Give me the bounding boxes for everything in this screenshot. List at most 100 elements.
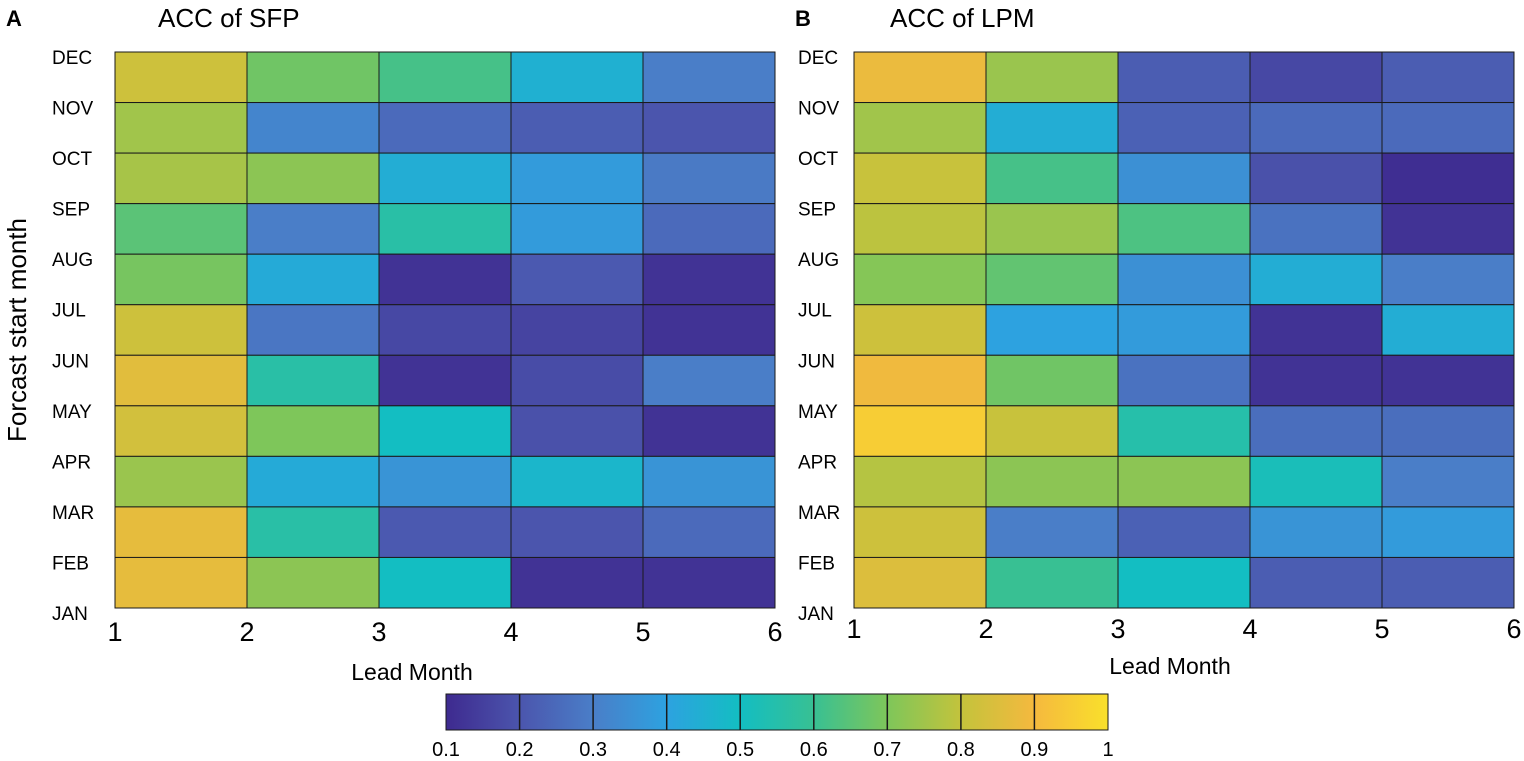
heatmap-cell-b-aug-4 — [1249, 253, 1383, 306]
heatmap-cell-a-dec-4 — [510, 51, 644, 104]
x-tick-b-5: 5 — [1374, 614, 1389, 644]
heatmap-cell-b-jul-4 — [1249, 304, 1383, 356]
heatmap-cell-b-aug-2 — [985, 253, 1119, 306]
y-tick-b-jul: JUL — [798, 301, 832, 322]
x-axis-label-b: Lead Month — [1109, 653, 1230, 679]
heatmap-cell-b-oct-2 — [985, 152, 1119, 205]
y-tick-a-jun: JUN — [52, 351, 89, 372]
heatmap-cell-b-jun-4 — [1249, 354, 1383, 407]
colorbar-tick-0.6: 0.6 — [800, 739, 828, 761]
y-tick-b-mar: MAR — [798, 503, 840, 524]
heatmap-cell-a-mar-3 — [378, 506, 512, 558]
heatmap-cell-b-jul-3 — [1117, 304, 1251, 356]
y-tick-b-jan: JAN — [798, 604, 834, 625]
y-tick-b-oct: OCT — [798, 149, 839, 170]
heatmap-cell-a-feb-1 — [114, 556, 248, 609]
colorbar-gradient — [445, 693, 1109, 731]
panel-title-a: ACC of SFP — [158, 3, 300, 33]
y-tick-a-jan: JAN — [52, 604, 88, 625]
heatmap-cell-b-aug-3 — [1117, 253, 1251, 306]
y-tick-b-aug: AUG — [798, 250, 839, 271]
heatmap-cell-a-sep-1 — [114, 203, 248, 255]
panel-title-b: ACC of LPM — [890, 3, 1035, 33]
heatmap-cell-a-mar-5 — [642, 506, 776, 558]
heatmap-cell-a-mar-1 — [114, 506, 248, 558]
heatmap-cell-a-jul-5 — [642, 304, 776, 356]
heatmap-cell-a-dec-5 — [642, 51, 776, 104]
colorbar-tick-0.8: 0.8 — [947, 739, 975, 761]
heatmap-cell-a-jul-2 — [246, 304, 380, 356]
colorbar-tick-0.3: 0.3 — [579, 739, 607, 761]
heatmap-cell-b-mar-5 — [1381, 506, 1515, 558]
heatmap-cell-a-jun-2 — [246, 354, 380, 407]
x-tick-b-6: 6 — [1506, 614, 1521, 644]
heatmap-cell-a-jun-4 — [510, 354, 644, 407]
heatmap-cell-a-nov-3 — [378, 102, 512, 154]
y-tick-a-apr: APR — [52, 452, 91, 473]
heatmap-cell-b-mar-3 — [1117, 506, 1251, 558]
y-tick-b-may: MAY — [798, 402, 838, 423]
heatmap-cell-b-sep-4 — [1249, 203, 1383, 255]
y-tick-a-sep: SEP — [52, 200, 90, 221]
heatmap-cell-b-oct-1 — [853, 152, 987, 205]
heatmap-cell-a-may-5 — [642, 405, 776, 457]
heatmap-cell-b-oct-4 — [1249, 152, 1383, 205]
heatmap-cell-b-sep-3 — [1117, 203, 1251, 255]
plot-frame-b — [853, 51, 1515, 609]
heatmap-cell-a-jun-5 — [642, 354, 776, 407]
x-tick-a-6: 6 — [767, 617, 782, 647]
colorbar-tick-0.2: 0.2 — [506, 739, 534, 761]
x-tick-a-2: 2 — [239, 617, 254, 647]
heatmap-cell-b-dec-3 — [1117, 51, 1251, 104]
heatmap-cell-b-may-1 — [853, 405, 987, 457]
colorbar-tick-0.7: 0.7 — [873, 739, 901, 761]
x-tick-a-4: 4 — [503, 617, 518, 647]
y-axis-label: Forcast start month — [2, 218, 32, 442]
heatmap-cell-b-apr-1 — [853, 455, 987, 508]
heatmap-panel-a: DEC NOV OCT SEP AUG JUL JUN MAY APR MAR FEB JAN 1 2 3 4… — [52, 48, 783, 647]
colorbar-tick-1: 1 — [1102, 739, 1113, 761]
heatmap-cell-a-jun-1 — [114, 354, 248, 407]
heatmap-cell-a-apr-1 — [114, 455, 248, 508]
heatmap-cell-a-sep-4 — [510, 203, 644, 255]
heatmap-cell-b-dec-5 — [1381, 51, 1515, 104]
heatmap-cell-b-jun-3 — [1117, 354, 1251, 407]
heatmap-cell-a-jun-3 — [378, 354, 512, 407]
heatmap-cell-b-aug-5 — [1381, 253, 1515, 306]
panel-label-b: B — [795, 6, 811, 31]
x-tick-b-1: 1 — [846, 614, 861, 644]
heatmap-cell-b-mar-4 — [1249, 506, 1383, 558]
heatmap-cell-b-may-3 — [1117, 405, 1251, 457]
colorbar: 0.1 0.2 0.3 0.4 0.5 0.6 0.7 0.8 0.9 1 — [432, 693, 1114, 761]
heatmap-cell-b-nov-1 — [853, 102, 987, 154]
x-tick-a-3: 3 — [371, 617, 386, 647]
heatmap-cell-b-feb-3 — [1117, 556, 1251, 609]
heatmap-cell-b-may-5 — [1381, 405, 1515, 457]
heatmap-cell-b-mar-1 — [853, 506, 987, 558]
heatmap-cell-b-nov-5 — [1381, 102, 1515, 154]
heatmap-cell-b-oct-5 — [1381, 152, 1515, 205]
heatmap-cell-a-sep-3 — [378, 203, 512, 255]
heatmap-cell-a-aug-1 — [114, 253, 248, 306]
heatmap-cell-b-sep-1 — [853, 203, 987, 255]
heatmap-cell-a-dec-1 — [114, 51, 248, 104]
y-tick-b-sep: SEP — [798, 200, 836, 221]
heatmap-cell-a-may-2 — [246, 405, 380, 457]
heatmap-cell-b-dec-4 — [1249, 51, 1383, 104]
heatmap-cell-a-oct-5 — [642, 152, 776, 205]
heatmap-cell-a-jul-1 — [114, 304, 248, 356]
heatmap-cell-a-may-4 — [510, 405, 644, 457]
y-tick-b-dec: DEC — [798, 48, 838, 69]
heatmap-cell-a-nov-4 — [510, 102, 644, 154]
y-tick-a-mar: MAR — [52, 503, 94, 524]
heatmap-cell-a-apr-3 — [378, 455, 512, 508]
y-tick-a-jul: JUL — [52, 301, 86, 322]
heatmap-cell-b-feb-2 — [985, 556, 1119, 609]
colorbar-tick-0.9: 0.9 — [1020, 739, 1048, 761]
heatmap-cell-b-nov-2 — [985, 102, 1119, 154]
plot-frame-a — [114, 51, 776, 609]
heatmap-cell-b-apr-2 — [985, 455, 1119, 508]
heatmap-cell-b-dec-1 — [853, 51, 987, 104]
heatmap-cell-b-oct-3 — [1117, 152, 1251, 205]
